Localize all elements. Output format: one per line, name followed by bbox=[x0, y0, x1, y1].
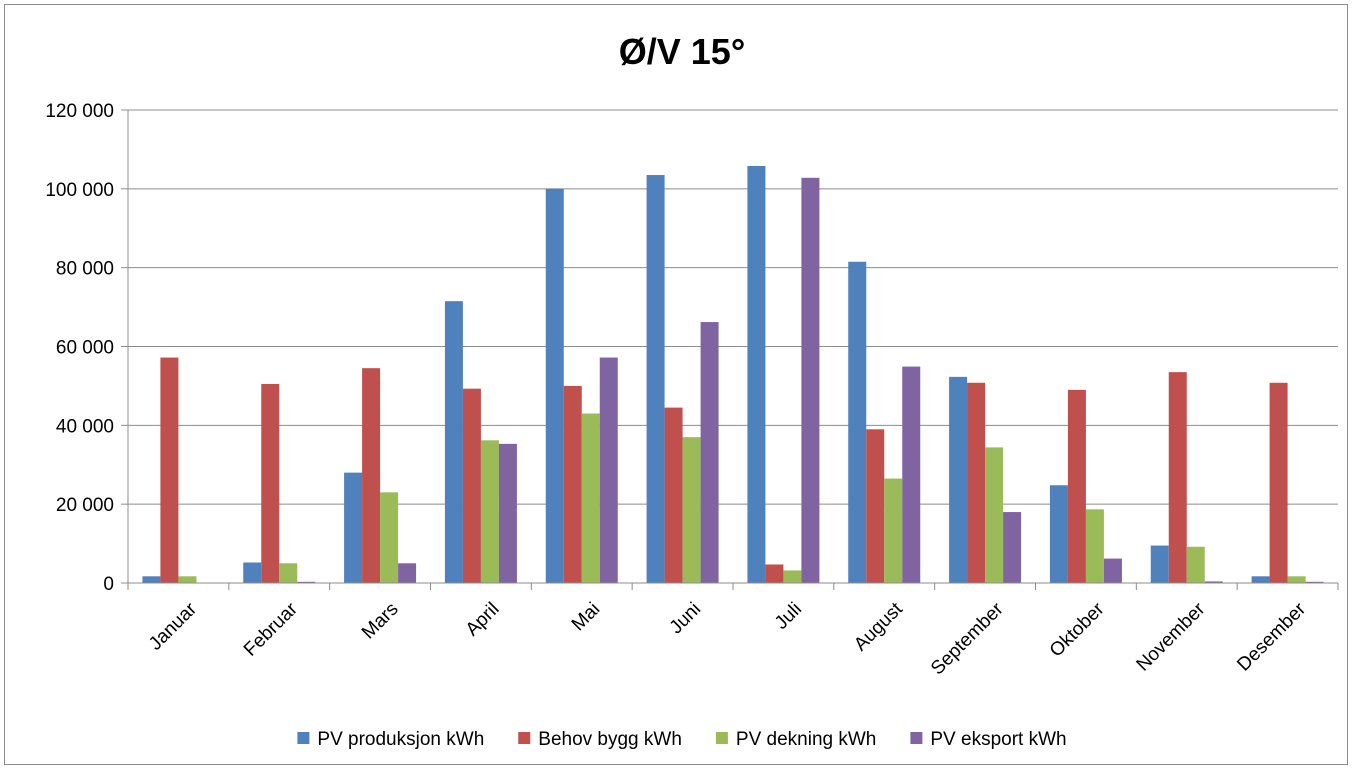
bar-pv-eksport-kwh-juni bbox=[700, 322, 719, 583]
chart-frame bbox=[4, 4, 1348, 765]
bar-pv-eksport-kwh-mars bbox=[398, 563, 417, 583]
y-tick-label: 120 000 bbox=[45, 101, 114, 122]
y-tick-label: 80 000 bbox=[56, 259, 114, 280]
x-category-label: Januar bbox=[145, 598, 201, 654]
bar-behov-bygg-kwh-juli bbox=[765, 564, 784, 583]
x-category-label: Oktober bbox=[1046, 598, 1109, 661]
legend: PV produksjon kWh Behov bygg kWh PV deknin… bbox=[297, 729, 1067, 750]
x-category-label: Juni bbox=[666, 599, 705, 638]
bar-pv-dekning-kwh-januar bbox=[178, 576, 197, 583]
legend-label: PV eksport kWh bbox=[930, 729, 1066, 750]
legend-swatch bbox=[715, 732, 728, 744]
bar-pv-produksjon-kwh-januar bbox=[142, 576, 161, 583]
bar-pv-eksport-kwh-desember bbox=[1305, 581, 1324, 583]
bar-pv-dekning-kwh-desember bbox=[1287, 576, 1306, 583]
bar-behov-bygg-kwh-februar bbox=[261, 383, 280, 583]
bar-pv-produksjon-kwh-februar bbox=[243, 562, 262, 583]
legend-label: Behov bygg kWh bbox=[538, 729, 682, 750]
x-axis-categories: Januar Februar Mars April Mai Juni Juli August S… bbox=[145, 598, 1311, 679]
bar-pv-eksport-kwh-juli bbox=[801, 177, 820, 583]
legend-swatch bbox=[910, 732, 923, 744]
bar-pv-eksport-kwh-november bbox=[1204, 581, 1223, 583]
bar-pv-produksjon-kwh-mai bbox=[545, 188, 564, 584]
x-category-label: Mars bbox=[358, 599, 403, 644]
bar-pv-dekning-kwh-oktober bbox=[1085, 509, 1104, 583]
chart-title: Ø/V 15° bbox=[619, 31, 745, 72]
legend-swatch bbox=[297, 732, 310, 744]
x-category-label: Juli bbox=[771, 599, 806, 634]
y-tick-label: 40 000 bbox=[56, 416, 114, 437]
x-category-label: September bbox=[927, 598, 1008, 679]
bar-behov-bygg-kwh-mai bbox=[563, 385, 582, 583]
bar-pv-eksport-kwh-september bbox=[1003, 512, 1022, 583]
bar-behov-bygg-kwh-oktober bbox=[1067, 389, 1086, 583]
bar-pv-produksjon-kwh-november bbox=[1150, 545, 1169, 583]
bar-pv-eksport-kwh-oktober bbox=[1103, 558, 1122, 583]
bar-pv-dekning-kwh-november bbox=[1186, 546, 1205, 583]
bar-behov-bygg-kwh-mars bbox=[362, 368, 381, 583]
bar-behov-bygg-kwh-november bbox=[1168, 372, 1187, 583]
bar-behov-bygg-kwh-juni bbox=[664, 407, 683, 583]
x-category-label: Mai bbox=[568, 599, 605, 636]
bar-pv-dekning-kwh-april bbox=[480, 440, 499, 583]
bar-pv-produksjon-kwh-august bbox=[848, 261, 867, 583]
bar-pv-dekning-kwh-september bbox=[985, 447, 1004, 583]
y-tick-label: 20 000 bbox=[56, 495, 114, 516]
bar-pv-produksjon-kwh-desember bbox=[1251, 576, 1270, 583]
legend-swatch bbox=[518, 732, 531, 744]
y-tick-label: 100 000 bbox=[45, 180, 114, 201]
bar-pv-dekning-kwh-juni bbox=[682, 437, 701, 583]
y-tick-label: 60 000 bbox=[56, 338, 114, 359]
bar-behov-bygg-kwh-desember bbox=[1269, 382, 1288, 583]
x-category-label: Februar bbox=[240, 598, 302, 660]
bar-pv-dekning-kwh-mai bbox=[581, 413, 600, 583]
bars bbox=[142, 165, 1324, 584]
bar-pv-produksjon-kwh-september bbox=[949, 376, 968, 583]
x-category-label: November bbox=[1133, 598, 1210, 675]
x-category-label: August bbox=[850, 598, 907, 655]
x-category-label: Desember bbox=[1233, 598, 1310, 675]
legend-label: PV dekning kWh bbox=[736, 729, 876, 750]
bar-pv-produksjon-kwh-juli bbox=[747, 165, 766, 583]
bar-pv-eksport-kwh-mai bbox=[599, 357, 618, 583]
bar-pv-produksjon-kwh-april bbox=[444, 301, 463, 583]
y-tick-label: 0 bbox=[103, 574, 114, 595]
gridlines bbox=[128, 109, 1338, 505]
x-category-label: April bbox=[462, 599, 504, 641]
bar-pv-eksport-kwh-august bbox=[902, 366, 921, 583]
bar-pv-dekning-kwh-juli bbox=[783, 570, 802, 583]
bar-behov-bygg-kwh-april bbox=[462, 388, 481, 583]
y-axis-ticks: 0 20 000 40 000 60 000 80 000 100 000 120 000 bbox=[45, 101, 128, 595]
bar-pv-eksport-kwh-februar bbox=[297, 581, 316, 583]
bar-pv-produksjon-kwh-mars bbox=[344, 472, 363, 583]
bar-pv-produksjon-kwh-juni bbox=[646, 175, 665, 583]
legend-label: PV produksjon kWh bbox=[317, 729, 484, 750]
bar-behov-bygg-kwh-september bbox=[967, 382, 986, 583]
axes bbox=[127, 110, 1339, 590]
bar-pv-dekning-kwh-februar bbox=[279, 563, 298, 583]
bar-behov-bygg-kwh-august bbox=[866, 429, 885, 583]
bar-pv-dekning-kwh-mars bbox=[380, 492, 399, 583]
bar-behov-bygg-kwh-januar bbox=[160, 357, 179, 583]
bar-pv-dekning-kwh-august bbox=[884, 478, 903, 583]
bar-pv-produksjon-kwh-oktober bbox=[1049, 485, 1068, 583]
bar-pv-eksport-kwh-april bbox=[498, 443, 517, 583]
